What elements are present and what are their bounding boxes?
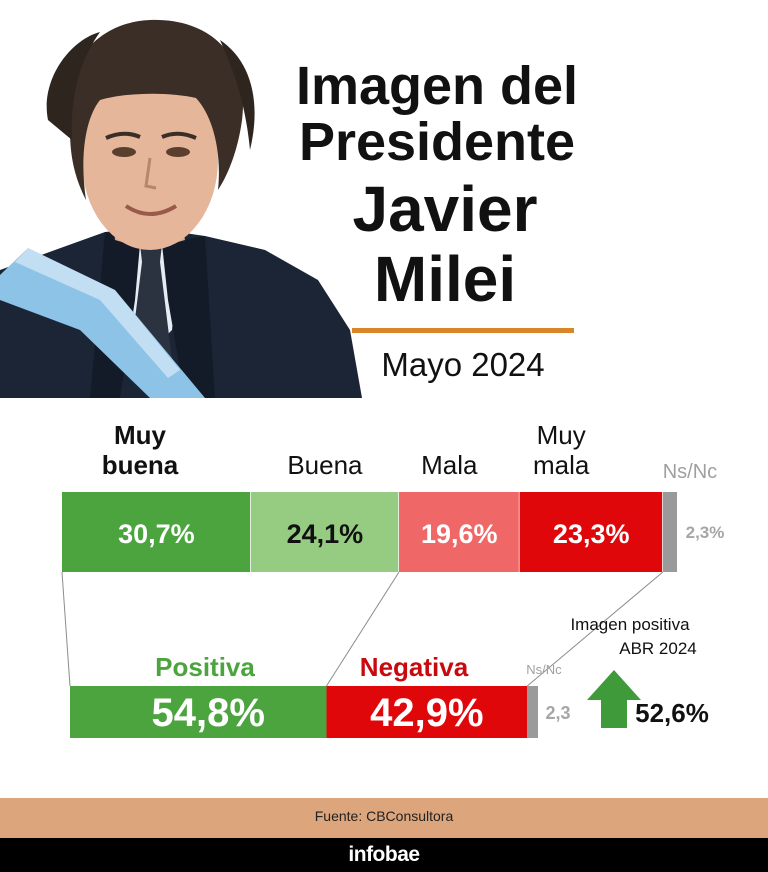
comparison-value: 52,6% bbox=[635, 698, 709, 728]
bar-ns-nc bbox=[662, 492, 677, 572]
brand-band bbox=[0, 838, 768, 872]
comparison-label: Imagen positiva bbox=[570, 615, 690, 634]
data-label-muy-mala: 23,3% bbox=[553, 519, 630, 549]
title-line-1: Imagen del bbox=[295, 56, 579, 116]
bar-muy-buena bbox=[62, 492, 251, 572]
category-label-muy-buena: Muy bbox=[114, 420, 167, 450]
connector-line bbox=[326, 571, 400, 687]
category-label-ns-nc: Ns/Nc bbox=[663, 461, 717, 483]
data-label-positiva: 54,8% bbox=[152, 691, 265, 735]
category-label-buena: Buena bbox=[287, 450, 363, 480]
source-text: Fuente: CBConsultora bbox=[314, 808, 454, 824]
bar-positiva-total bbox=[70, 686, 327, 738]
bar-ns-nc-total bbox=[527, 686, 538, 738]
category-label-positiva: Positiva bbox=[155, 652, 255, 682]
president-portrait bbox=[0, 0, 368, 398]
bar-mala bbox=[399, 492, 520, 572]
bar-negativa-total bbox=[326, 686, 528, 738]
category-label-ns-nc-total: Ns/Nc bbox=[526, 662, 562, 677]
subtitle-date: Mayo 2024 bbox=[381, 346, 545, 383]
data-label-negativa: 42,9% bbox=[370, 691, 483, 735]
title-name-last: Milei bbox=[373, 243, 517, 315]
bar-muy-mala bbox=[519, 492, 663, 572]
category-label-muy-mala: Muy bbox=[537, 420, 586, 450]
brand-logo: infobae bbox=[348, 843, 420, 866]
data-label-ns-nc-total: 2,3 bbox=[545, 703, 570, 723]
category-label-mala: Mala bbox=[421, 450, 478, 480]
source-band bbox=[0, 798, 768, 838]
category-label-muy-buena: buena bbox=[102, 450, 179, 480]
data-label-ns-nc: 2,3% bbox=[686, 523, 725, 542]
data-label-mala: 19,6% bbox=[421, 519, 498, 549]
title-line-2: Presidente bbox=[298, 112, 576, 172]
bar-buena bbox=[250, 492, 400, 572]
data-label-muy-buena: 30,7% bbox=[118, 519, 195, 549]
connector-line bbox=[526, 571, 664, 687]
title-name-first: Javier bbox=[352, 173, 538, 245]
title-divider bbox=[352, 328, 574, 333]
comparison-label: ABR 2024 bbox=[619, 639, 697, 658]
connector-line bbox=[61, 571, 71, 687]
data-label-buena: 24,1% bbox=[287, 519, 364, 549]
category-label-muy-mala: mala bbox=[533, 450, 590, 480]
arrow-up-icon bbox=[587, 670, 641, 728]
category-label-negativa: Negativa bbox=[360, 652, 469, 682]
